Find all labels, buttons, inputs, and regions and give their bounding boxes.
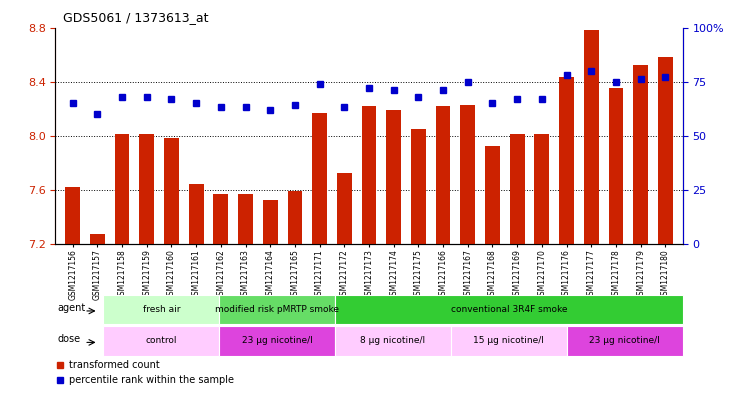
Bar [103, 295, 219, 324]
Bar [567, 326, 683, 356]
Bar [263, 200, 277, 244]
Bar [510, 134, 525, 244]
Bar [288, 191, 303, 244]
Bar [103, 326, 219, 356]
Bar [219, 326, 335, 356]
Bar [584, 30, 599, 244]
Text: 8 μg nicotine/l: 8 μg nicotine/l [360, 336, 426, 345]
Text: percentile rank within the sample: percentile rank within the sample [69, 375, 235, 385]
Bar [312, 113, 327, 244]
Text: fresh air: fresh air [142, 305, 180, 314]
Bar [451, 326, 567, 356]
Text: conventional 3R4F smoke: conventional 3R4F smoke [451, 305, 567, 314]
Text: 23 μg nicotine/l: 23 μg nicotine/l [242, 336, 312, 345]
Bar [90, 234, 105, 244]
Text: dose: dose [58, 334, 81, 344]
Text: agent: agent [58, 303, 86, 313]
Bar [362, 106, 376, 244]
Bar [435, 106, 450, 244]
Bar [633, 65, 648, 244]
Bar [485, 146, 500, 244]
Bar [238, 194, 253, 244]
Bar [337, 173, 352, 244]
Text: 15 μg nicotine/l: 15 μg nicotine/l [473, 336, 545, 345]
Bar [534, 134, 549, 244]
Bar [189, 184, 204, 244]
Bar [609, 88, 624, 244]
Bar [335, 295, 683, 324]
Bar [139, 134, 154, 244]
Text: transformed count: transformed count [69, 360, 160, 371]
Text: modified risk pMRTP smoke: modified risk pMRTP smoke [215, 305, 339, 314]
Bar [219, 295, 335, 324]
Bar [461, 105, 475, 244]
Bar [411, 129, 426, 244]
Bar [213, 194, 228, 244]
Text: control: control [145, 336, 177, 345]
Bar [386, 110, 401, 244]
Text: 23 μg nicotine/l: 23 μg nicotine/l [590, 336, 660, 345]
Text: GDS5061 / 1373613_at: GDS5061 / 1373613_at [63, 11, 208, 24]
Bar [658, 57, 673, 244]
Bar [114, 134, 129, 244]
Bar [559, 77, 574, 244]
Bar [65, 187, 80, 244]
Bar [164, 138, 179, 244]
Bar [335, 326, 451, 356]
